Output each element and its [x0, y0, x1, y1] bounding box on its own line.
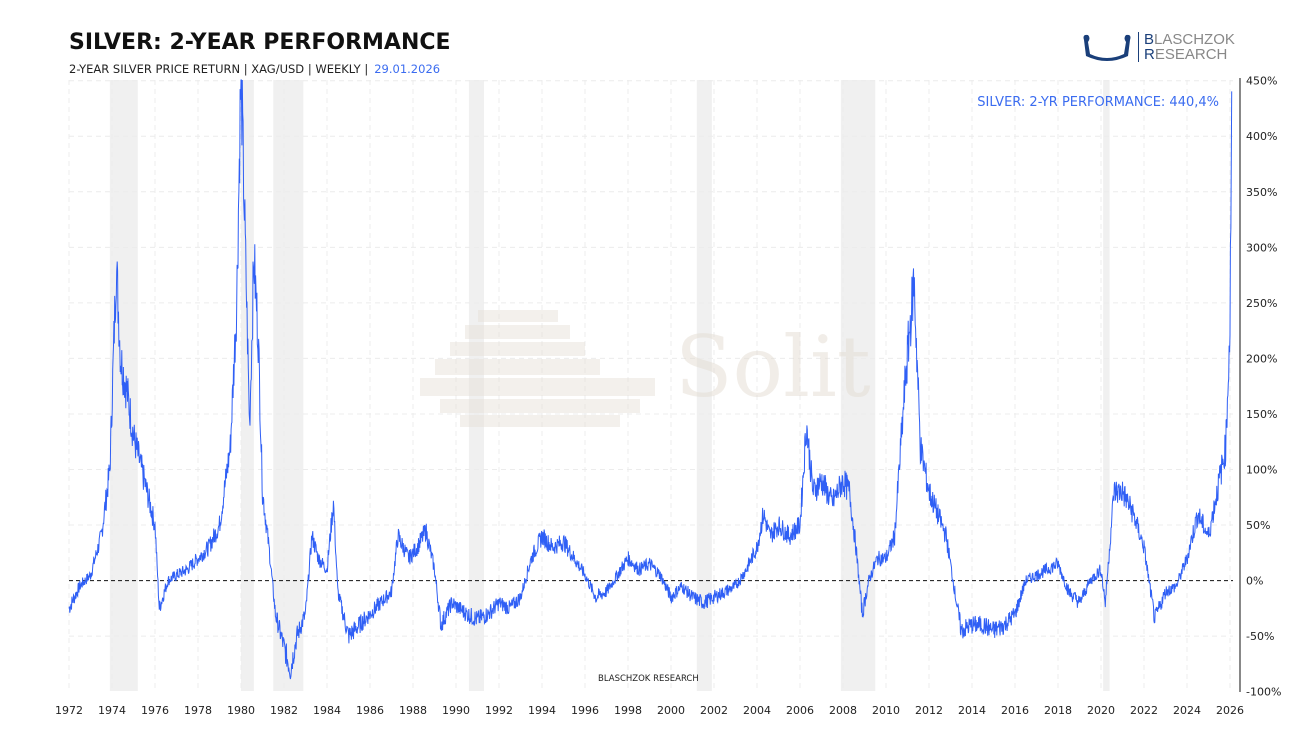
x-tick-label: 2006: [786, 704, 814, 717]
x-tick-label: 1972: [55, 704, 83, 717]
x-tick-label: 2010: [872, 704, 900, 717]
x-tick-label: 2020: [1087, 704, 1115, 717]
watermark-text: Solit: [675, 318, 871, 416]
x-tick-label: 1980: [227, 704, 255, 717]
silver-return-line: [68, 79, 1233, 680]
x-tick-label: 2012: [915, 704, 943, 717]
recession-band: [241, 80, 254, 691]
x-tick-label: 2008: [829, 704, 857, 717]
x-tick-label: 1976: [141, 704, 169, 717]
x-tick-label: 1974: [98, 704, 126, 717]
y-tick-label: -100%: [1246, 686, 1281, 699]
x-tick-label: 2026: [1216, 704, 1244, 717]
recession-band: [696, 80, 712, 691]
x-tick-label: 2002: [700, 704, 728, 717]
subtitle-text: 2-YEAR SILVER PRICE RETURN | XAG/USD | W…: [69, 62, 369, 76]
recession-band: [273, 80, 304, 691]
y-tick-label: 250%: [1246, 297, 1277, 310]
x-tick-label: 2014: [958, 704, 986, 717]
y-tick-label: 400%: [1246, 130, 1277, 143]
performance-annotation: SILVER: 2-YR PERFORMANCE: 440,4%: [977, 95, 1219, 110]
y-tick-label: 50%: [1246, 519, 1270, 532]
x-tick-label: 2004: [743, 704, 771, 717]
subtitle-date: 29.01.2026: [374, 62, 441, 76]
recession-band: [840, 80, 876, 691]
x-tick-label: 1988: [399, 704, 427, 717]
logo-initial-r: R: [1144, 46, 1155, 63]
x-tick-label: 1984: [313, 704, 341, 717]
y-tick-label: 150%: [1246, 408, 1277, 421]
blaschzok-logo: BLASCHZOK RESEARCH: [1082, 32, 1235, 62]
y-tick-label: 0%: [1246, 575, 1263, 588]
viking-ship-logo-icon: [1083, 34, 1131, 61]
x-tick-label: 2022: [1130, 704, 1158, 717]
x-tick-label: 2024: [1173, 704, 1201, 717]
x-tick-label: 1986: [356, 704, 384, 717]
x-tick-label: 2018: [1044, 704, 1072, 717]
watermark: Solit: [420, 310, 871, 427]
chart-title: SILVER: 2-YEAR PERFORMANCE: [69, 30, 451, 55]
logo-initial-b: B: [1144, 31, 1155, 48]
x-tick-label: 1982: [270, 704, 298, 717]
chart-subtitle: 2-YEAR SILVER PRICE RETURN | XAG/USD | W…: [69, 62, 440, 76]
y-tick-label: 300%: [1246, 241, 1277, 254]
logo-text-1: LASCHZOK: [1154, 31, 1235, 48]
x-tick-label: 1994: [528, 704, 556, 717]
x-tick-label: 1990: [442, 704, 470, 717]
y-tick-label: 350%: [1246, 186, 1277, 199]
recession-band: [1103, 80, 1110, 691]
y-tick-label: 200%: [1246, 352, 1277, 365]
x-tick-label: 1978: [184, 704, 212, 717]
x-tick-label: 1998: [614, 704, 642, 717]
x-tick-label: 2000: [657, 704, 685, 717]
x-tick-label: 1992: [485, 704, 513, 717]
y-tick-label: 100%: [1246, 464, 1277, 477]
footer-credit: BLASCHZOK RESEARCH: [598, 674, 699, 684]
x-tick-label: 1996: [571, 704, 599, 717]
logo-text-2: ESEARCH: [1154, 46, 1228, 63]
y-tick-label: 450%: [1246, 75, 1277, 88]
y-tick-label: -50%: [1246, 630, 1274, 643]
x-tick-label: 2016: [1001, 704, 1029, 717]
